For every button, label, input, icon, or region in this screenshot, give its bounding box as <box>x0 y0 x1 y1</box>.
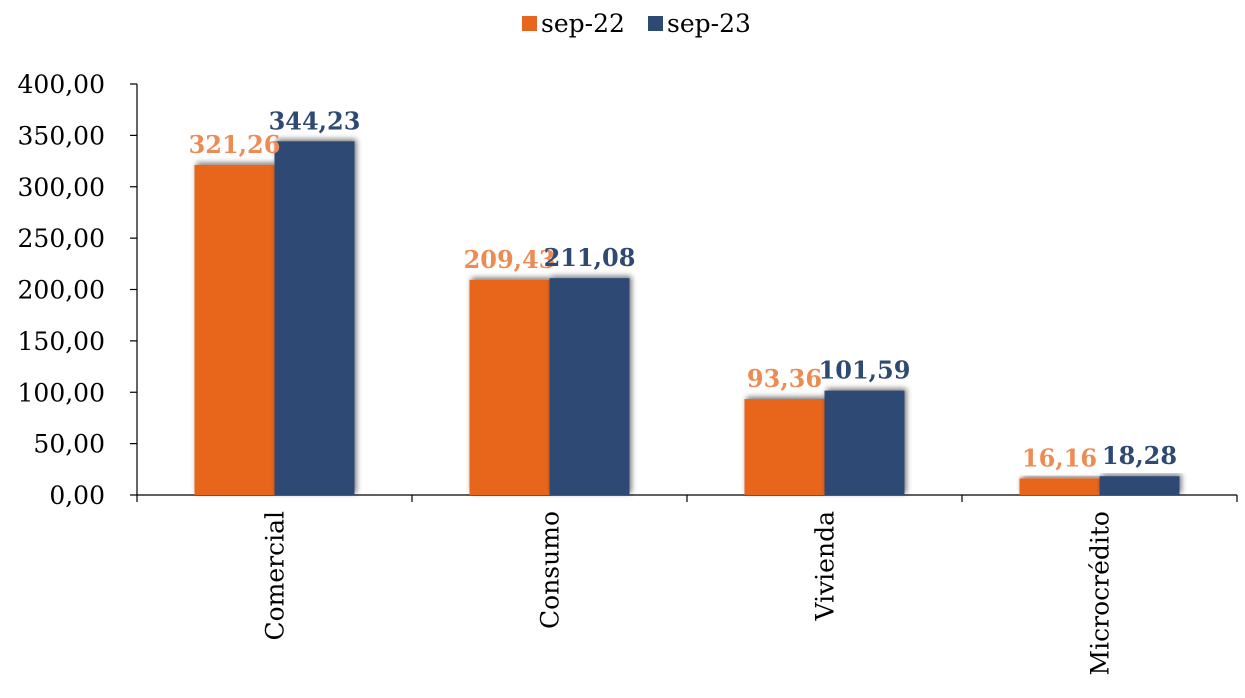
bar-sep-23-Comercial <box>274 141 355 495</box>
y-tick-label: 350,00 <box>18 121 105 150</box>
data-label: 101,59 <box>819 356 911 385</box>
category-label: Microcrédito <box>1086 511 1115 675</box>
bar-sep-23-Microcrédito <box>1099 476 1180 495</box>
data-label: 344,23 <box>269 106 361 135</box>
y-tick-label: 300,00 <box>18 173 105 202</box>
data-label: 93,36 <box>747 364 822 393</box>
legend: sep-22 sep-23 <box>522 9 751 38</box>
data-label: 18,28 <box>1102 441 1177 470</box>
bar-sep-23-Consumo <box>549 278 630 495</box>
y-tick-label: 200,00 <box>18 276 105 305</box>
legend-label: sep-22 <box>541 9 625 38</box>
category-label: Vivienda <box>811 511 840 622</box>
bar-sep-22-Vivienda <box>744 399 825 495</box>
y-tick-label: 0,00 <box>49 481 105 510</box>
data-label: 16,16 <box>1022 443 1097 472</box>
axes: 0,00 50,00 100,00 150,00 200,00 250,00 300,00 3… <box>18 70 1238 675</box>
data-label: 209,43 <box>464 245 556 274</box>
legend-swatch <box>522 16 537 31</box>
data-label: 211,08 <box>544 243 636 272</box>
legend-label: sep-23 <box>667 9 751 38</box>
bar-sep-22-Microcrédito <box>1019 478 1100 495</box>
bar-sep-22-Comercial <box>194 164 275 496</box>
legend-swatch <box>648 16 663 31</box>
data-label: 321,26 <box>189 130 281 159</box>
y-tick-label: 50,00 <box>33 430 105 459</box>
category-label: Consumo <box>536 511 565 629</box>
bar-sep-22-Consumo <box>469 279 550 495</box>
category-label: Comercial <box>261 511 290 641</box>
y-tick-label: 250,00 <box>18 224 105 253</box>
y-tick-label: 100,00 <box>18 378 105 407</box>
y-tick-label: 150,00 <box>18 327 105 356</box>
y-tick-label: 400,00 <box>18 70 105 99</box>
bars <box>194 141 1180 496</box>
bar-sep-23-Vivienda <box>824 390 905 495</box>
